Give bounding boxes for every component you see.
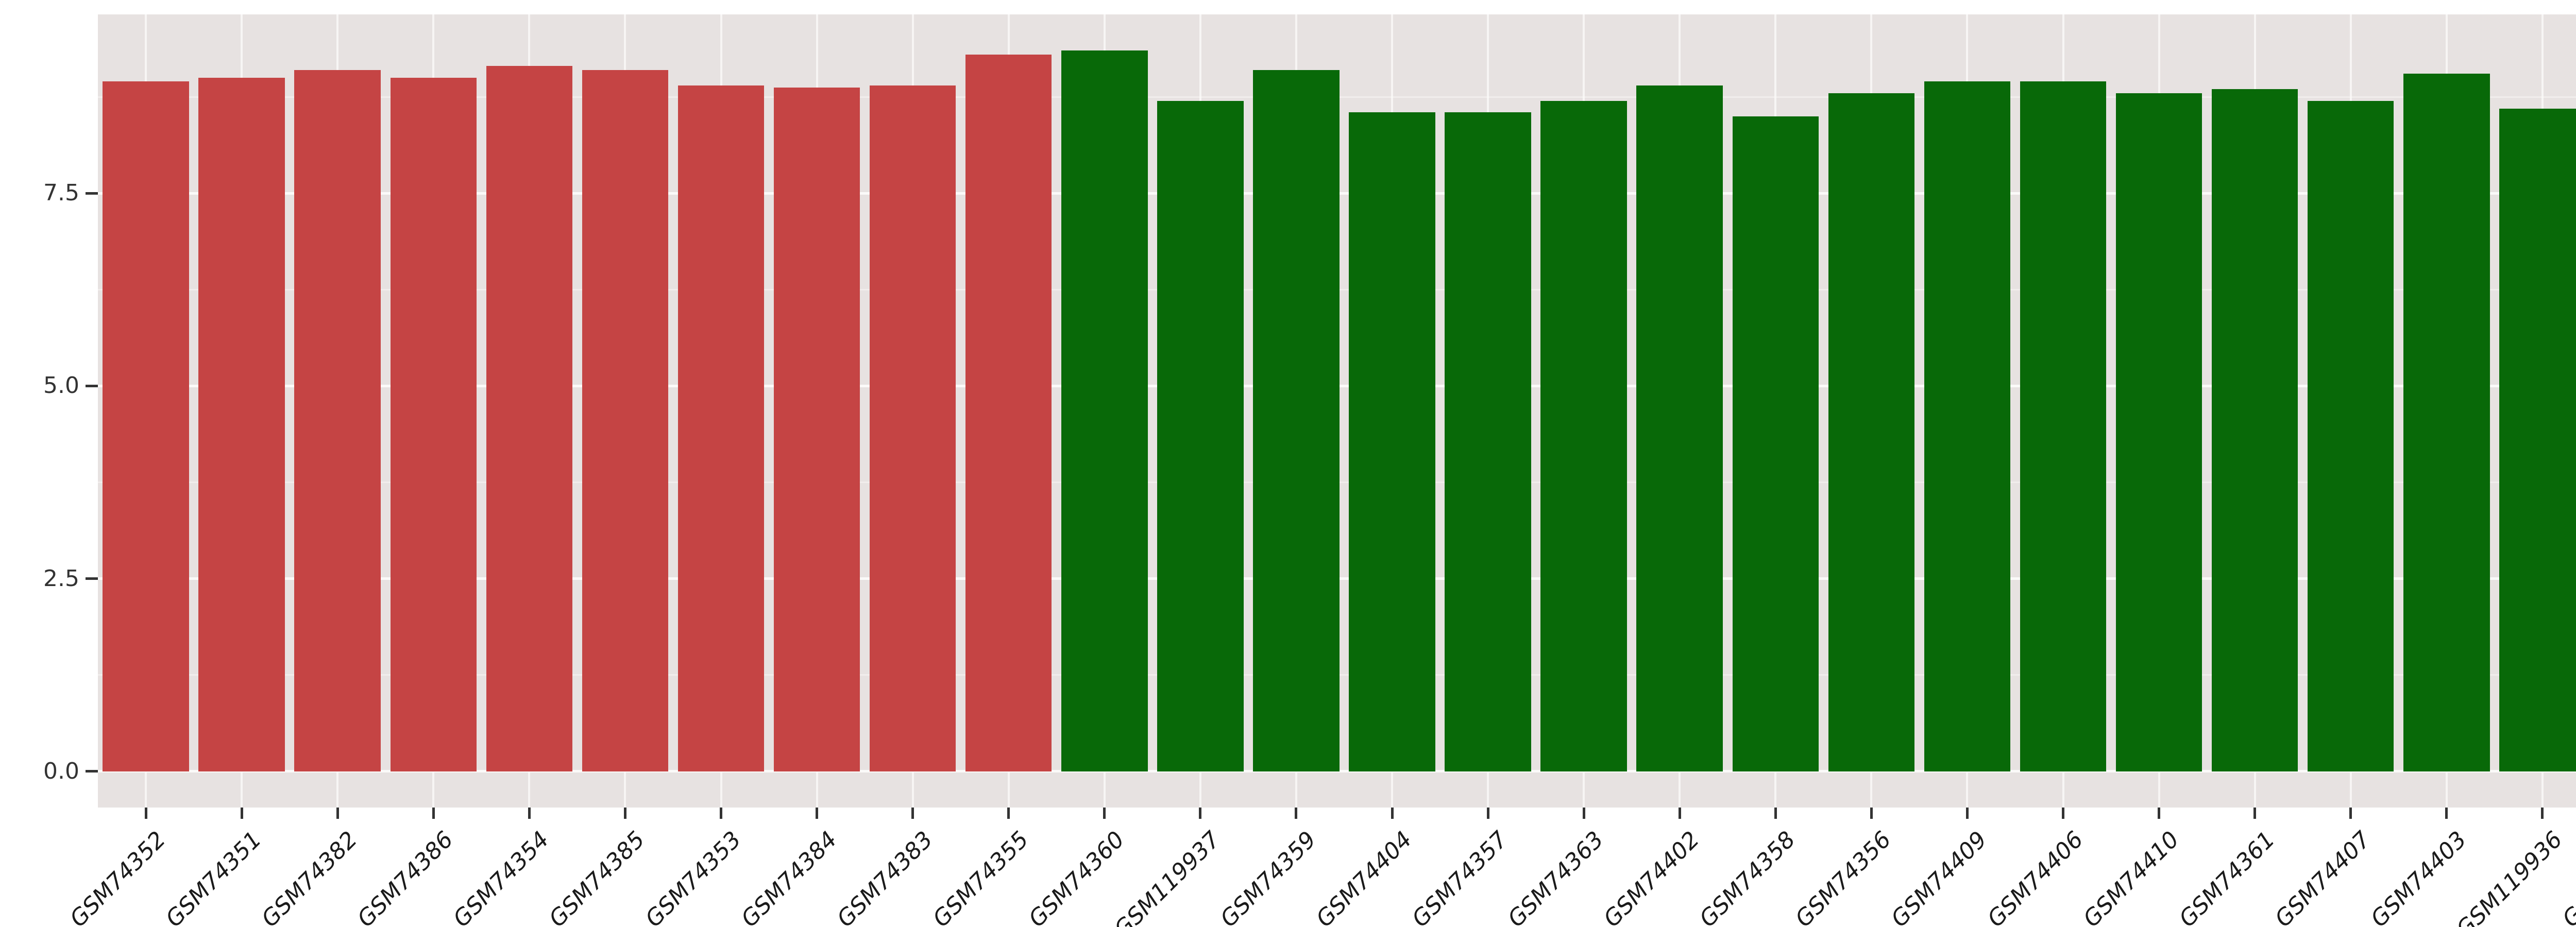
bar-GSM74354 [486, 66, 573, 771]
bar-GSM74382 [294, 70, 381, 771]
x-tick-mark [1870, 808, 1873, 819]
x-tick-label: GSM74404 [1311, 826, 1417, 927]
bar-GSM74410 [2115, 93, 2202, 771]
bar-GSM74409 [1924, 81, 2011, 771]
plot-panel [98, 14, 2576, 808]
x-tick-label: GSM74355 [927, 826, 1034, 927]
bar-GSM74358 [1732, 116, 1819, 771]
x-tick-label: GSM74386 [352, 826, 459, 927]
bar-GSM74385 [582, 70, 669, 771]
x-tick-label: GSM74402 [1599, 826, 1705, 927]
bar-GSM119937 [1157, 100, 1244, 771]
y-tick-label: 0.0 [43, 758, 79, 784]
bar-GSM74383 [869, 85, 956, 771]
x-tick-label: GSM74360 [1023, 826, 1130, 927]
x-tick-mark [623, 808, 626, 819]
bar-GSM74363 [1540, 100, 1627, 771]
x-tick-label: GSM74363 [1503, 826, 1609, 927]
y-tick-mark [86, 770, 98, 773]
x-tick-mark [240, 808, 243, 819]
bar-GSM74406 [2020, 81, 2107, 771]
x-tick-label: GSM74410 [2078, 826, 2184, 927]
x-tick-mark [720, 808, 722, 819]
x-tick-label: GSM74359 [1215, 826, 1321, 927]
x-tick-label: GSM74352 [64, 826, 171, 927]
x-tick-label: GSM74358 [1694, 826, 1801, 927]
bar-GSM74356 [1828, 93, 1915, 771]
x-tick-mark [816, 808, 818, 819]
x-tick-mark [1295, 808, 1298, 819]
x-tick-mark [2158, 808, 2160, 819]
bar-GSM74360 [1061, 50, 1148, 771]
x-tick-mark [1103, 808, 1106, 819]
x-tick-label: GSM74351 [161, 826, 267, 927]
bar-GSM74355 [965, 54, 1052, 771]
bar-GSM74407 [2307, 100, 2394, 771]
x-tick-mark [2349, 808, 2352, 819]
x-tick-label: GSM74385 [544, 826, 651, 927]
bar-GSM74386 [390, 77, 477, 771]
x-tick-mark [2541, 808, 2544, 819]
x-tick-mark [528, 808, 531, 819]
y-tick-mark [86, 577, 98, 580]
y-tick-label: 7.5 [43, 180, 79, 207]
x-tick-mark [1965, 808, 1969, 819]
bar-GSM74361 [2211, 89, 2298, 771]
x-tick-mark [144, 808, 147, 819]
x-tick-mark [1199, 808, 1202, 819]
bar-GSM74352 [103, 81, 189, 771]
x-tick-label: GSM74353 [640, 826, 747, 927]
bar-GSM74403 [2403, 74, 2490, 771]
bar-GSM74404 [1349, 112, 1435, 771]
x-tick-mark [2445, 808, 2448, 819]
bar-GSM74402 [1636, 85, 1723, 771]
y-tick-mark [86, 192, 98, 195]
x-tick-label: GSM74406 [1982, 826, 2089, 927]
x-tick-label: GSM74407 [2269, 826, 2376, 927]
x-tick-mark [2253, 808, 2257, 819]
x-tick-label: GSM74409 [1886, 826, 1993, 927]
y-tick-label: 5.0 [43, 372, 79, 399]
x-tick-label: GSM74382 [257, 826, 363, 927]
x-tick-mark [1007, 808, 1010, 819]
x-tick-label: GSM74361 [2174, 826, 2280, 927]
x-tick-mark [2062, 808, 2064, 819]
x-tick-mark [1582, 808, 1585, 819]
x-tick-mark [911, 808, 914, 819]
x-tick-label: GSM74357 [1406, 826, 1513, 927]
bar-GSM74359 [1253, 70, 1340, 771]
y-tick-mark [86, 384, 98, 387]
x-tick-mark [1391, 808, 1394, 819]
x-tick-mark [432, 808, 435, 819]
x-tick-label: GSM74403 [2365, 826, 2472, 927]
x-tick-mark [1486, 808, 1489, 819]
x-tick-label: GSM74384 [736, 826, 842, 927]
x-tick-mark [1774, 808, 1777, 819]
x-tick-label: GSM74356 [1790, 826, 1896, 927]
y-tick-label: 2.5 [43, 565, 79, 592]
x-tick-label: GSM74383 [832, 826, 938, 927]
bar-GSM74357 [1445, 112, 1531, 771]
gridline-major [98, 770, 2576, 773]
x-tick-label: GSM74354 [448, 826, 554, 927]
bar-GSM74353 [677, 85, 765, 771]
bar-GSM74384 [773, 88, 860, 771]
bar-GSM74351 [198, 77, 285, 771]
x-tick-mark [336, 808, 339, 819]
bar-GSM119936 [2499, 108, 2576, 771]
x-tick-mark [1678, 808, 1681, 819]
